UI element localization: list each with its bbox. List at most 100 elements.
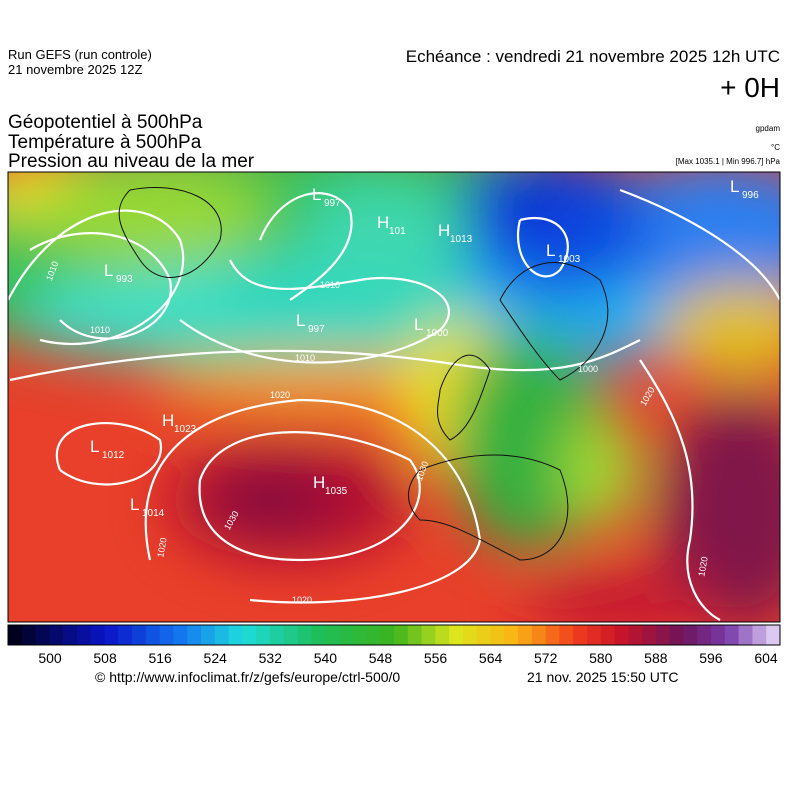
isobar-label: 1020: [292, 595, 312, 605]
colorbar-swatch: [352, 625, 367, 645]
colorbar-swatch: [269, 625, 285, 645]
center-type: L: [296, 311, 305, 330]
colorbar-swatch: [724, 625, 740, 645]
isobar-label: 1010: [320, 280, 340, 290]
colorbar-swatch: [49, 625, 64, 645]
center-value: 993: [116, 274, 133, 285]
colorbar-swatch: [145, 625, 161, 645]
colorbar-swatch: [738, 625, 753, 645]
map: 1010101010101010102010301030102010201020…: [8, 172, 780, 622]
colorbar-swatch: [297, 625, 312, 645]
unit: °C: [771, 143, 780, 152]
colorbar-swatch: [311, 625, 326, 645]
isobar-label: 1000: [578, 364, 598, 374]
isobar-label: 1010: [295, 353, 315, 363]
colorbar-swatch: [76, 625, 92, 645]
colorbar-tick-label: 548: [369, 650, 393, 666]
colorbar-tick-label: 540: [314, 650, 338, 666]
colorbar: 500 508 516 524 532 540 548 556 564 572 580 588 596 6…: [7, 624, 781, 666]
colorbar-swatch: [462, 625, 478, 645]
center-value: 1000: [426, 328, 449, 339]
source: © http://www.infoclimat.fr/z/gefs/europe…: [95, 669, 400, 685]
colorbar-swatch: [655, 625, 671, 645]
colorbar-swatch: [683, 625, 698, 645]
unit: [Max 1035.1 | Min 996.7] hPa: [676, 157, 781, 166]
colorbar-swatch: [201, 625, 216, 645]
colorbar-swatch: [614, 625, 629, 645]
colorbar-swatch: [118, 625, 133, 645]
colorbar-swatch: [545, 625, 560, 645]
colorbar-swatch: [90, 625, 105, 645]
center-type: H: [313, 473, 325, 492]
colorbar-tick-label: 556: [424, 650, 448, 666]
colorbar-swatch: [63, 625, 78, 645]
colorbar-swatch: [242, 625, 257, 645]
center-type: L: [104, 261, 113, 280]
center-value: 1013: [450, 234, 473, 245]
colorbar-swatch: [518, 625, 533, 645]
colorbar-swatch: [531, 625, 547, 645]
colorbar-swatch: [697, 625, 712, 645]
issued: 21 nov. 2025 15:50 UTC: [527, 669, 679, 685]
colorbar-tick-label: 500: [38, 650, 62, 666]
layer: Géopotentiel à 500hPa: [8, 112, 203, 133]
center-value: 1012: [102, 450, 125, 461]
center-type: L: [730, 177, 739, 196]
colorbar-swatch: [8, 625, 23, 645]
center-type: L: [414, 315, 423, 334]
colorbar-swatch: [449, 625, 464, 645]
colorbar-swatch: [159, 625, 174, 645]
run: Run GEFS (run controle): [8, 47, 152, 62]
colorbar-swatch: [628, 625, 643, 645]
colorbar-swatch: [283, 625, 298, 645]
colorbar-swatch: [600, 625, 616, 645]
colorbar-swatch: [711, 625, 726, 645]
run-date: 21 novembre 2025 12Z: [8, 62, 142, 77]
center-value: 1023: [174, 424, 197, 435]
colorbar-swatch: [504, 625, 519, 645]
center-value: 996: [742, 190, 759, 201]
center-value: 997: [308, 324, 325, 335]
center-type: H: [162, 411, 174, 430]
colorbar-swatch: [132, 625, 147, 645]
center-value: 1003: [558, 254, 581, 265]
colorbar-swatch: [490, 625, 505, 645]
isobar-label: 1020: [270, 390, 290, 400]
colorbar-tick-label: 604: [754, 650, 778, 666]
colorbar-swatch: [380, 625, 395, 645]
colorbar-swatch: [559, 625, 574, 645]
center-type: H: [377, 213, 389, 232]
colorbar-tick-label: 564: [479, 650, 503, 666]
center-type: L: [312, 185, 321, 204]
center-value: 1035: [325, 486, 348, 497]
colorbar-tick-label: 572: [534, 650, 558, 666]
map-frame: [7, 171, 781, 623]
colorbar-tick-label: 596: [699, 650, 723, 666]
isobar-label: 1020: [696, 556, 709, 577]
center-value: 101: [389, 226, 406, 237]
colorbar-swatch: [173, 625, 188, 645]
colorbar-swatch: [338, 625, 354, 645]
center-type: L: [90, 437, 99, 456]
colorbar-swatch: [766, 625, 781, 645]
colorbar-swatch: [669, 625, 684, 645]
colorbar-swatch: [21, 625, 37, 645]
colorbar-swatch: [366, 625, 381, 645]
echeance: Echéance : vendredi 21 novembre 2025 12h…: [406, 47, 780, 66]
layer: Température à 500hPa: [8, 132, 202, 153]
center-type: L: [546, 241, 555, 260]
colorbar-swatch: [435, 625, 450, 645]
center-type: H: [438, 221, 450, 240]
colorbar-swatch: [325, 625, 340, 645]
colorbar-tick-label: 580: [589, 650, 613, 666]
colorbar-tick-label: 508: [93, 650, 117, 666]
colorbar-swatch: [35, 625, 50, 645]
colorbar-swatch: [394, 625, 409, 645]
isobar-label: 1020: [155, 537, 168, 558]
colorbar-swatch: [587, 625, 602, 645]
colorbar-swatch: [104, 625, 119, 645]
colorbar-swatch: [642, 625, 657, 645]
colorbar-swatch: [752, 625, 767, 645]
center-value: 997: [324, 198, 341, 209]
